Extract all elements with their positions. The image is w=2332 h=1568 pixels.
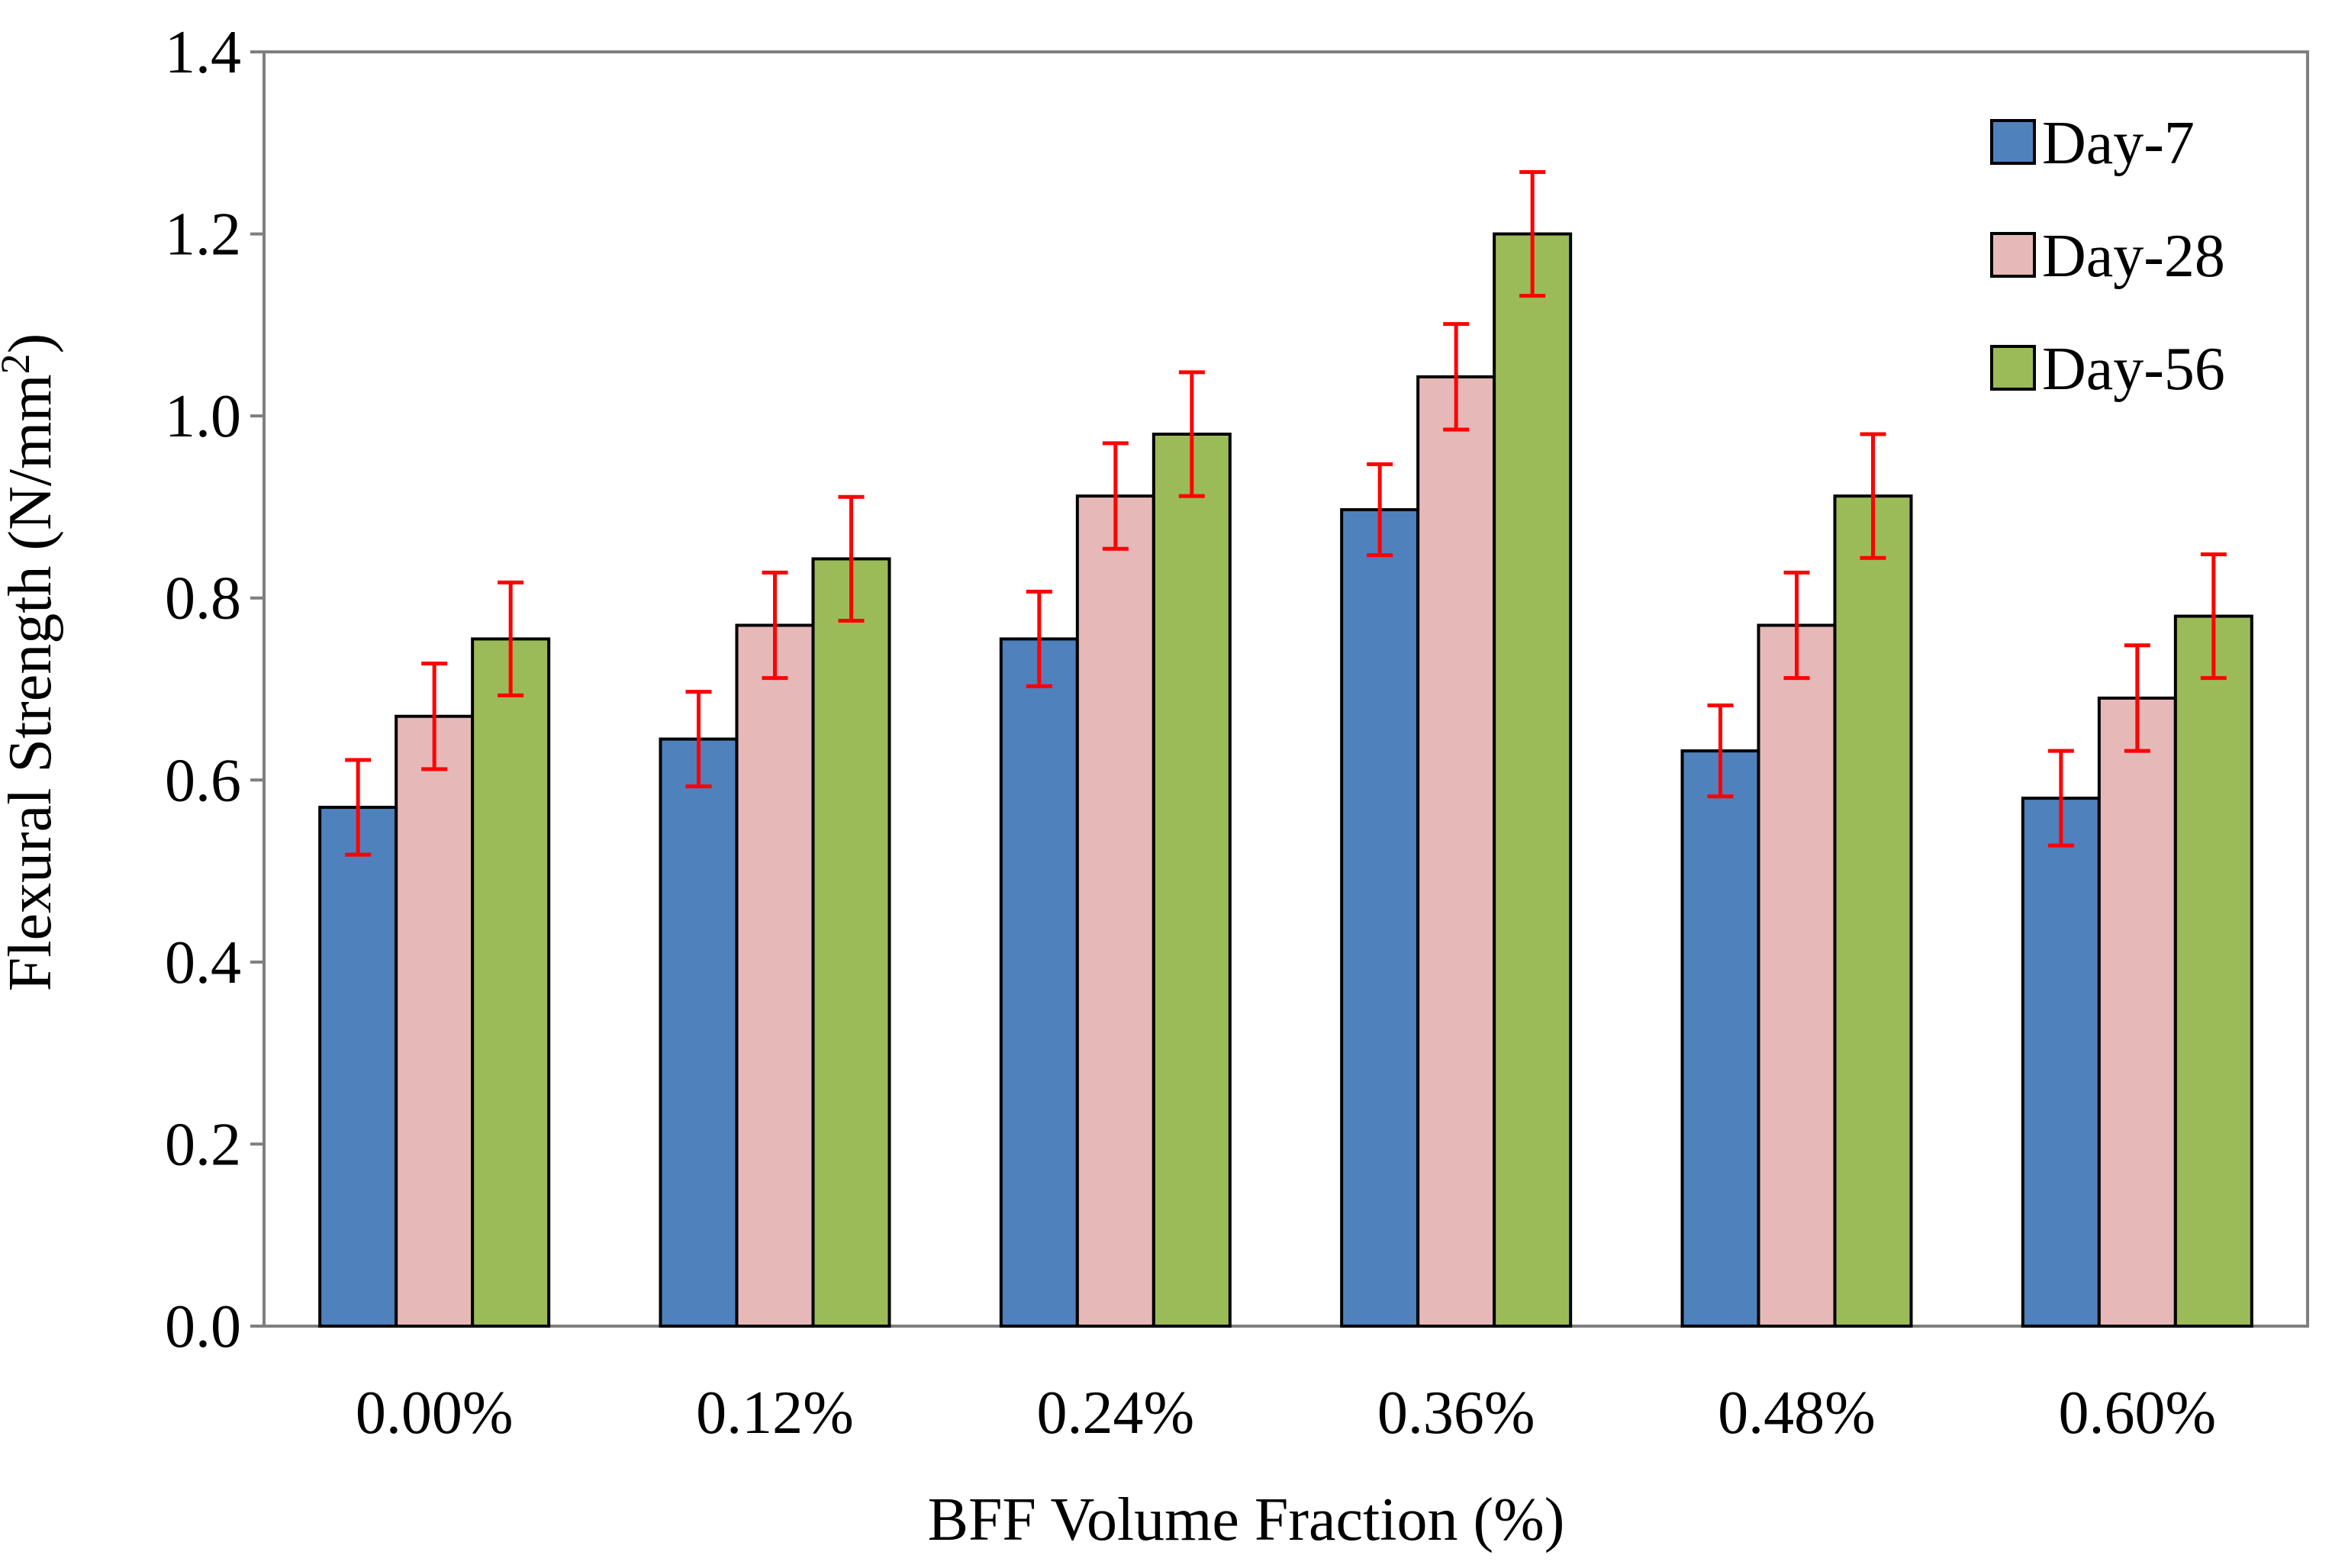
x-axis-title: BFF Volume Fraction (%): [928, 1486, 1565, 1554]
error-bar-day-56-4: [1519, 169, 1546, 298]
bar-day-56-3: [1152, 433, 1232, 1328]
legend-swatch-day-28: [1990, 232, 2036, 278]
bar-day-56-1: [471, 637, 551, 1328]
error-bar-day-7-1: [345, 758, 372, 857]
x-tick-label: 0.00%: [356, 1380, 514, 1447]
error-bar-day-28-4: [1443, 322, 1470, 432]
error-bar-day-56-5: [1860, 432, 1886, 560]
bar-day-28-1: [395, 714, 475, 1328]
error-bar-day-28-3: [1102, 441, 1129, 551]
y-axis-title: Flexural Strength (N/mm2): [0, 333, 64, 991]
x-tick-label: 0.12%: [696, 1380, 854, 1447]
y-tick-label: 0.2: [165, 1111, 241, 1178]
y-tick-label: 0.0: [165, 1293, 241, 1360]
bar-day-56-5: [1833, 494, 1913, 1328]
y-tick-label: 1.0: [165, 383, 241, 450]
error-bar-day-28-2: [762, 570, 788, 681]
error-bar-day-28-6: [2124, 643, 2150, 753]
bar-day-28-2: [735, 623, 815, 1328]
plot-area-border: [263, 50, 2309, 1328]
bar-day-7-6: [2021, 797, 2101, 1328]
error-bar-day-7-5: [1707, 703, 1734, 799]
error-bar-day-56-3: [1178, 370, 1205, 498]
y-tick-label: 1.4: [165, 19, 241, 86]
bar-day-7-5: [1680, 749, 1760, 1328]
y-tick-label: 0.6: [165, 747, 241, 814]
bars: [318, 232, 2253, 1328]
legend: Day-7 Day-28 Day-56: [1990, 110, 2225, 403]
error-bar-day-56-6: [2200, 552, 2227, 681]
bar-day-7-4: [1340, 508, 1420, 1328]
y-axis-ticks: 0.0 0.2 0.4 0.6 0.8 1.0 1.2 1.4: [165, 19, 264, 1360]
error-bar-day-7-4: [1367, 462, 1393, 558]
error-bar-day-7-6: [2047, 749, 2074, 848]
x-axis-labels: 0.00% 0.12% 0.24% 0.36% 0.48% 0.60%: [356, 1380, 2216, 1447]
x-tick-label: 0.60%: [2059, 1380, 2217, 1447]
legend-swatch-day-7: [1990, 119, 2036, 165]
legend-label-day-56: Day-56: [2042, 336, 2225, 403]
legend-label-day-7: Day-7: [2042, 110, 2195, 177]
y-tick-label: 0.8: [165, 565, 241, 633]
bar-day-56-4: [1493, 232, 1573, 1328]
bar-day-56-2: [811, 557, 891, 1328]
x-tick-label: 0.24%: [1037, 1380, 1195, 1447]
plot-frame: [263, 50, 2309, 1328]
bar-day-7-3: [999, 637, 1079, 1328]
bar-day-7-2: [659, 737, 739, 1328]
y-tick-label: 0.4: [165, 929, 241, 997]
bar-day-28-4: [1416, 375, 1496, 1328]
bar-day-28-6: [2097, 696, 2177, 1328]
bar-day-56-6: [2173, 614, 2253, 1328]
bar-day-7-1: [318, 806, 398, 1328]
x-tick-label: 0.36%: [1377, 1380, 1535, 1447]
error-bars: [345, 169, 2227, 857]
y-tick-label: 1.2: [165, 201, 241, 269]
error-bar-day-7-2: [685, 690, 712, 789]
bar-day-28-3: [1075, 494, 1155, 1328]
bar-day-28-5: [1757, 623, 1837, 1328]
legend-swatch-day-56: [1990, 345, 2036, 391]
error-bar-day-56-1: [498, 580, 524, 697]
error-bar-day-28-1: [421, 662, 448, 771]
error-bar-day-28-5: [1783, 570, 1810, 681]
legend-label-day-28: Day-28: [2042, 223, 2225, 290]
error-bar-day-56-2: [838, 494, 865, 623]
x-tick-label: 0.48%: [1718, 1380, 1876, 1447]
error-bar-day-7-3: [1026, 589, 1052, 688]
